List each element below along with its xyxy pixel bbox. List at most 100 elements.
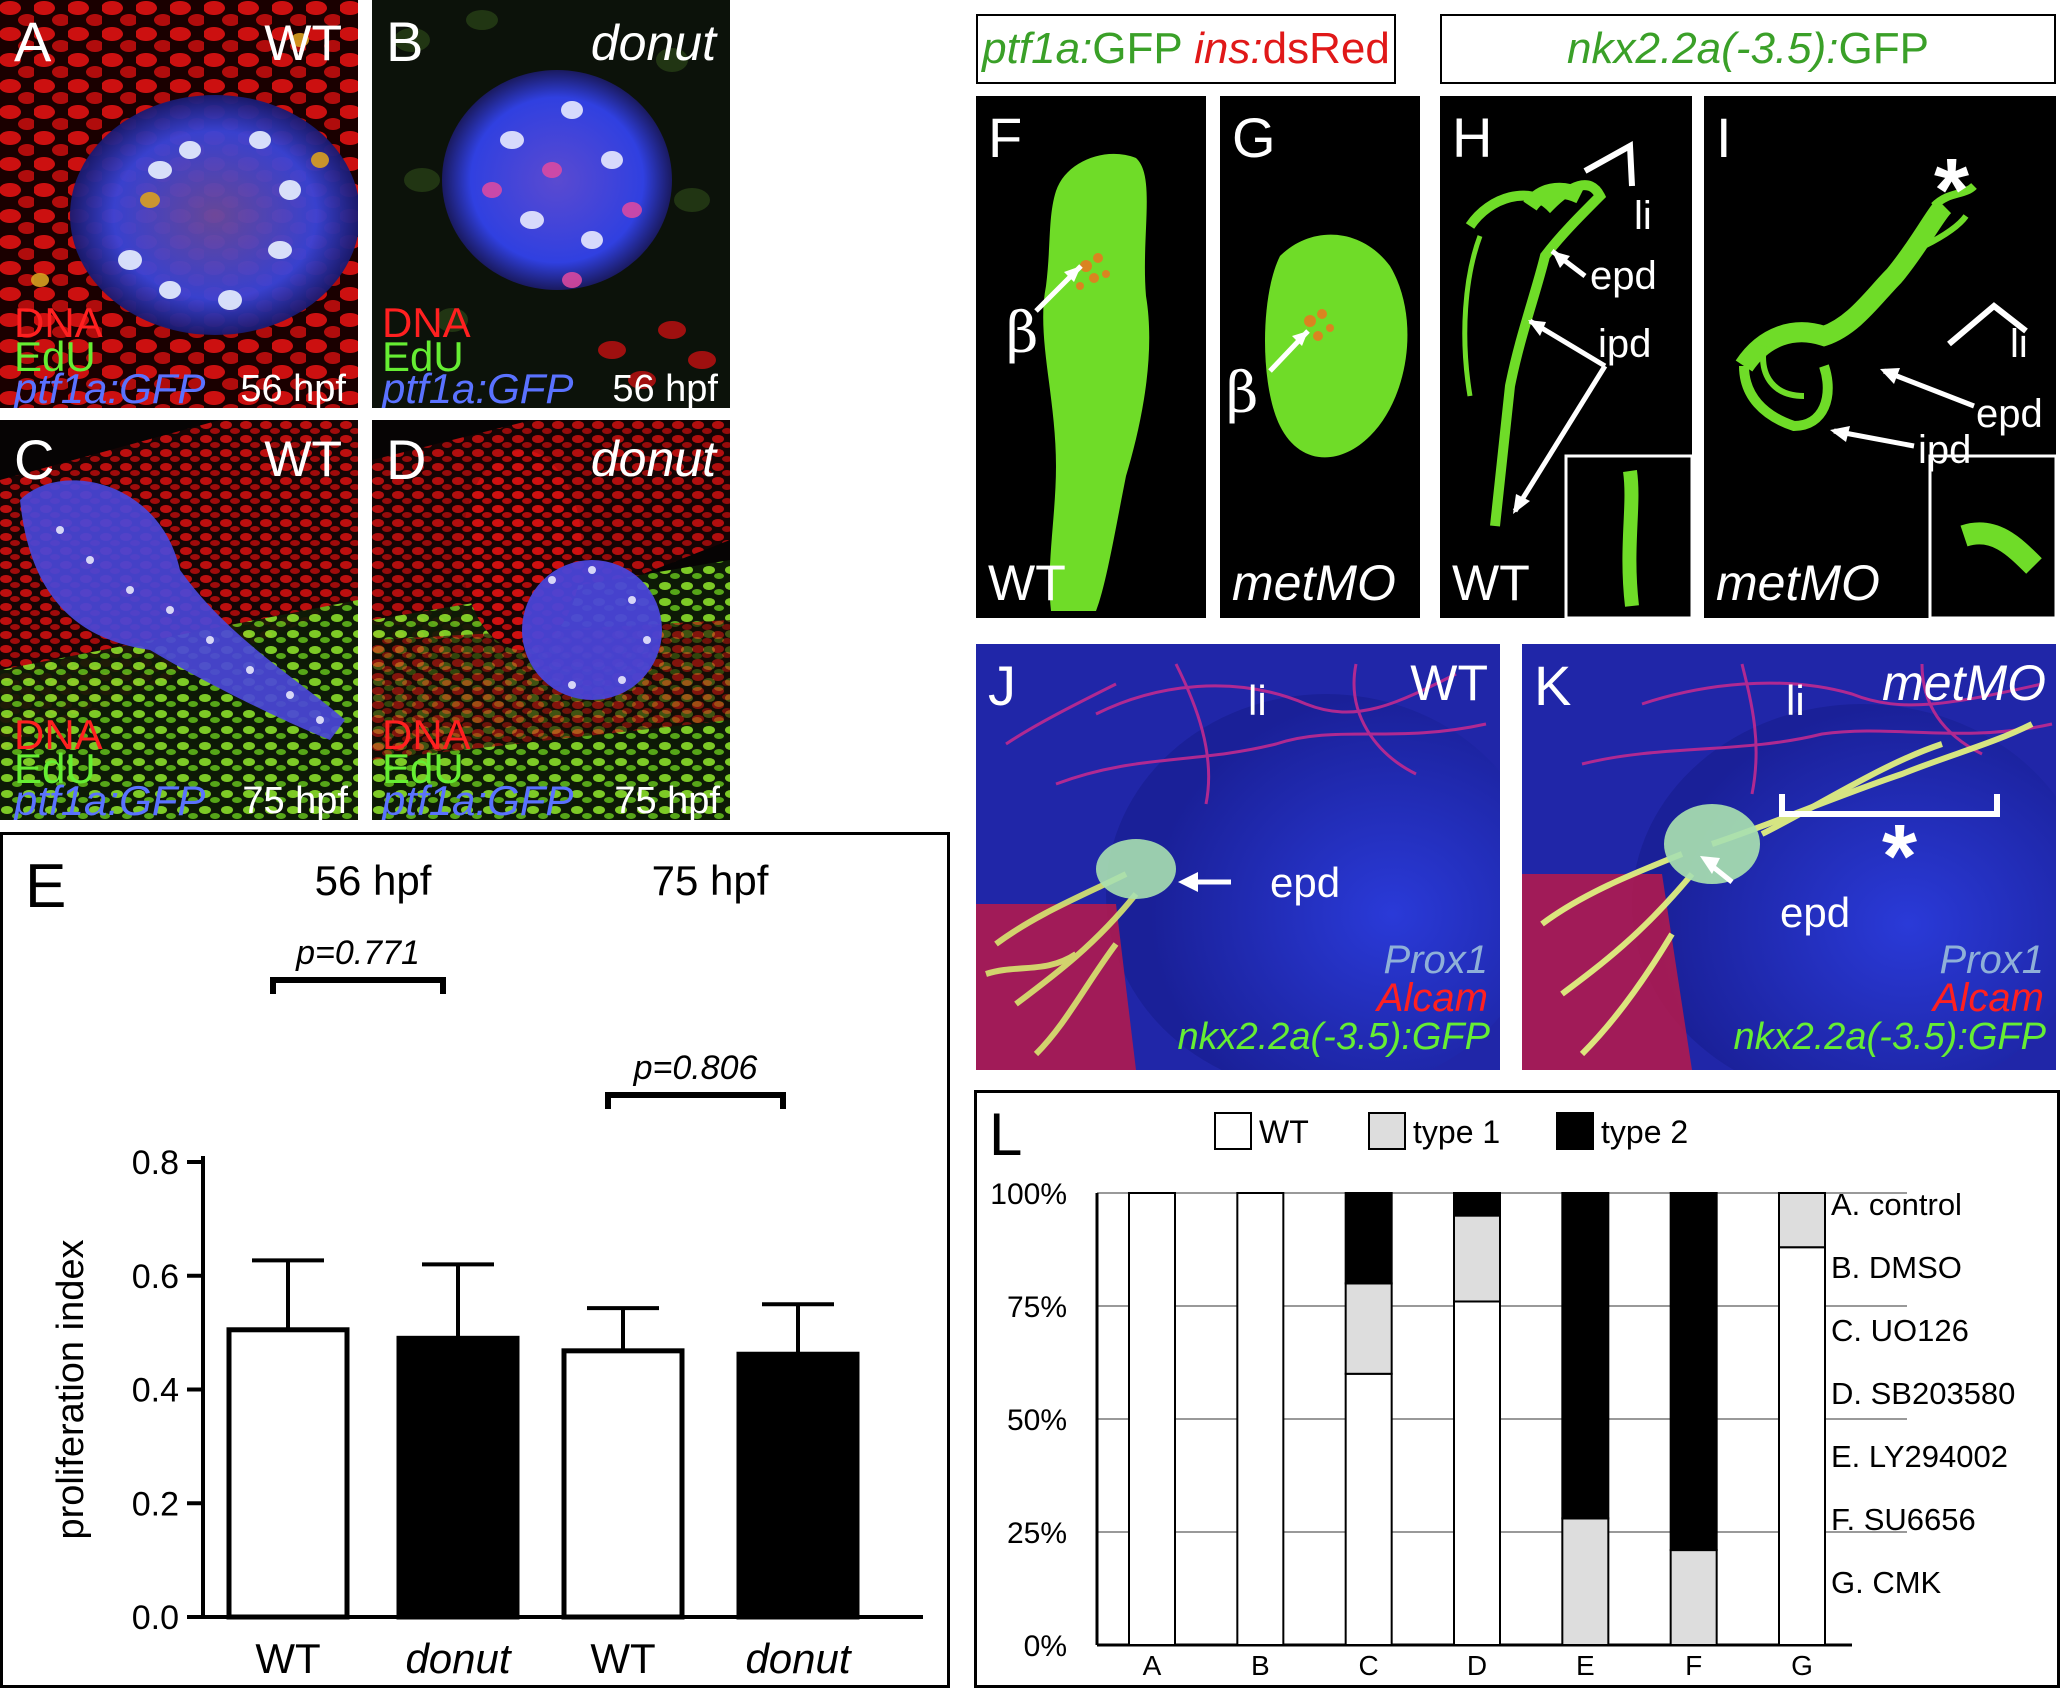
panel-g-image [1220, 96, 1420, 618]
panel-f-genotype: WT [988, 555, 1066, 611]
panel-l-legend-swatch [1556, 1112, 1594, 1150]
panel-k-image [1522, 644, 2056, 1070]
panel-d-stain-dna: DNA [382, 711, 471, 758]
panel-l-y-tick-label: 0% [1024, 1630, 1067, 1663]
panel-l-x-tick-label: G [1791, 1650, 1813, 1681]
panel-e-y-tick-label: 0.0 [132, 1599, 179, 1637]
panel-l-x-tick-label: A [1143, 1650, 1162, 1681]
panel-f-beta: β [1006, 301, 1039, 366]
panel-k-asterisk: * [1882, 807, 1918, 907]
header-fg: ptf1a: GFP ins: dsRed [976, 14, 1396, 84]
panel-l-treatment-label: B. DMSO [1831, 1250, 1962, 1285]
header-fg-gfp: GFP [1092, 24, 1195, 73]
panel-j-stain-alcam: Alcam [1376, 976, 1488, 1020]
panel-l-y-tick-label: 25% [1007, 1517, 1067, 1550]
panel-l-treatment-label: D. SB203580 [1831, 1376, 2015, 1411]
panel-l-treatment-label: C. UO126 [1831, 1313, 1969, 1348]
header-hi: nkx2.2a(-3.5): GFP [1440, 14, 2056, 84]
panel-l-chart: L 0% 25% 50% 75% 100% A B C D E F G WT type 1 type 2 A. … [989, 1101, 2015, 1681]
header-fg-ptf1a: ptf1a: [982, 24, 1093, 73]
panel-h-letter: H [1452, 106, 1493, 169]
header-hi-gfp: GFP [1838, 24, 1929, 73]
header-fg-ins: ins: [1194, 24, 1263, 73]
panel-k-stain-nkx: nkx2.2a(-3.5):GFP [1733, 1016, 2046, 1058]
panel-k-epd: epd [1780, 889, 1851, 936]
panel-e-group-label: 75 hpf [652, 857, 769, 904]
panel-j-letter: J [988, 654, 1016, 717]
panel-j-genotype: WT [1410, 655, 1488, 711]
panel-e-y-tick-label: 0.6 [132, 1258, 179, 1296]
panel-l-bar-segment [1453, 1300, 1501, 1646]
panel-f-image [976, 96, 1206, 618]
panel-k-li: li [1786, 677, 1805, 724]
panel-h-li: li [1634, 194, 1652, 238]
panel-a-stain-gfp: ptf1a:GFP [14, 365, 206, 409]
panel-l-bar-segment [1344, 1282, 1393, 1375]
panel-e-y-tick-label: 0.4 [132, 1372, 179, 1410]
panel-a-letter: A [14, 10, 52, 73]
panel-k: K metMO li * epd Prox1 Alcam nkx2.2a(-3.… [1522, 644, 2056, 1070]
panel-c-letter: C [14, 428, 55, 491]
panel-l-legend-label: type 2 [1601, 1114, 1688, 1150]
panel-d-stain-gfp: ptf1a:GFP [382, 777, 574, 821]
panel-j: J WT li epd Prox1 Alcam nkx2.2a(-3.5):GF… [976, 644, 1500, 1070]
panel-e-y-tick-label: 0.8 [132, 1144, 179, 1182]
panel-e-significance-bracket [270, 977, 446, 994]
panel-l-x-tick-label: D [1467, 1650, 1487, 1681]
panel-e-x-tick-label: donut [745, 1635, 852, 1682]
panel-l-bar-segment [1344, 1192, 1393, 1285]
panel-i-li: li [2010, 322, 2028, 366]
panel-e-p-value: p=0.771 [295, 934, 420, 972]
panel-b-letter: B [386, 10, 424, 73]
panel-l-bar-segment [1778, 1192, 1826, 1249]
panel-b: B donut DNA EdU ptf1a:GFP 56 hpf [372, 0, 730, 408]
panel-e-x-tick-label: WT [255, 1635, 320, 1682]
panel-e-significance-bracket [605, 1092, 786, 1109]
panel-a-time: 56 hpf [240, 368, 346, 408]
panel-d-time: 75 hpf [614, 780, 720, 820]
panel-d-stain-edu: EdU [382, 745, 464, 792]
panel-c-time: 75 hpf [242, 780, 348, 820]
panel-e-bar [396, 1335, 520, 1620]
panel-a-stain-dna: DNA [14, 299, 103, 346]
panel-e-y-tick-label: 0.2 [132, 1485, 179, 1523]
panel-l-x-tick-label: C [1359, 1650, 1379, 1681]
panel-b-time: 56 hpf [612, 368, 718, 408]
panel-l-bar-segment [1236, 1192, 1285, 1646]
panel-i: I * li epd ipd metMO [1704, 96, 2056, 618]
panel-h: H li epd ipd WT [1440, 96, 1692, 618]
panel-c-image [0, 420, 358, 820]
panel-a-genotype: WT [264, 15, 342, 71]
panel-i-genotype: metMO [1716, 555, 1880, 611]
panel-a: A WT DNA EdU ptf1a:GFP 56 hpf [0, 0, 358, 408]
panel-h-epd: epd [1590, 254, 1657, 298]
panel-c-stain-edu: EdU [14, 745, 96, 792]
header-fg-dsred: dsRed [1262, 24, 1390, 73]
panel-b-stain-gfp: ptf1a:GFP [382, 365, 574, 409]
panel-e-chart-frame: E 0.0 0.2 0.4 0.6 0.8 proliferation index WT don… [0, 832, 950, 1688]
panel-k-stain-alcam: Alcam [1932, 976, 2044, 1020]
panel-l-bar-segment [1778, 1246, 1826, 1647]
panel-l-x-tick-label: E [1576, 1650, 1595, 1681]
panel-j-image [976, 644, 1500, 1070]
panel-b-genotype: donut [590, 15, 716, 71]
panel-e-x-tick-label: donut [405, 1635, 512, 1682]
panel-l-treatment-label: A. control [1831, 1187, 1962, 1222]
panel-j-stain-nkx: nkx2.2a(-3.5):GFP [1177, 1016, 1490, 1058]
panel-i-image [1704, 96, 2056, 618]
panel-f: F β WT [976, 96, 1206, 618]
panel-l-legend-label: WT [1259, 1114, 1309, 1150]
panel-d: D donut DNA EdU ptf1a:GFP 75 hpf [372, 420, 730, 820]
panel-d-letter: D [386, 428, 427, 491]
panel-j-stain-prox1: Prox1 [1383, 938, 1489, 982]
panel-i-letter: I [1716, 106, 1732, 169]
panel-l-chart-frame: L 0% 25% 50% 75% 100% A B C D E F G WT type 1 type 2 A. … [974, 1090, 2060, 1688]
panel-b-stain-edu: EdU [382, 333, 464, 380]
panel-l-bar-segment [1128, 1192, 1176, 1646]
panel-i-asterisk: * [1934, 141, 1970, 241]
panel-b-image [372, 0, 730, 408]
panel-l-treatment-label: F. SU6656 [1831, 1502, 1976, 1537]
panel-j-li: li [1248, 677, 1267, 724]
panel-l-y-tick-label: 75% [1007, 1291, 1067, 1324]
panel-l-bar-segment [1669, 1549, 1718, 1646]
